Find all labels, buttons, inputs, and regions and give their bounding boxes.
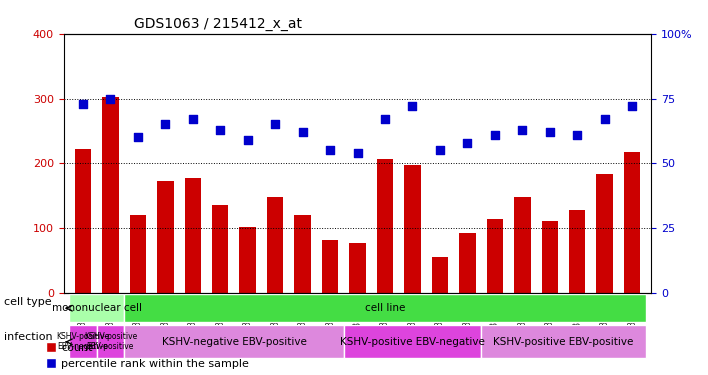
Bar bbox=[322, 240, 338, 293]
Bar bbox=[377, 159, 393, 293]
Point bbox=[571, 132, 583, 138]
Bar bbox=[267, 197, 283, 293]
FancyBboxPatch shape bbox=[69, 326, 97, 358]
Bar bbox=[157, 182, 173, 293]
Point bbox=[242, 137, 253, 143]
Point bbox=[599, 116, 610, 122]
Bar bbox=[432, 257, 448, 293]
Point bbox=[544, 129, 555, 135]
FancyBboxPatch shape bbox=[344, 326, 481, 358]
Point bbox=[517, 127, 528, 133]
Point bbox=[105, 96, 116, 102]
Text: KSHV-positive EBV-positive: KSHV-positive EBV-positive bbox=[493, 337, 634, 347]
Point bbox=[132, 134, 144, 140]
Point bbox=[324, 147, 336, 153]
Point bbox=[627, 103, 638, 109]
Bar bbox=[185, 178, 201, 293]
Point bbox=[215, 127, 226, 133]
FancyBboxPatch shape bbox=[124, 326, 344, 358]
Bar bbox=[75, 149, 91, 293]
Text: cell line: cell line bbox=[365, 303, 405, 313]
Point bbox=[379, 116, 391, 122]
Bar bbox=[569, 210, 586, 293]
Point bbox=[352, 150, 363, 156]
Bar bbox=[486, 219, 503, 293]
Bar bbox=[295, 215, 311, 293]
FancyBboxPatch shape bbox=[97, 326, 124, 358]
FancyBboxPatch shape bbox=[69, 294, 124, 322]
Text: infection: infection bbox=[4, 333, 52, 342]
Text: GDS1063 / 215412_x_at: GDS1063 / 215412_x_at bbox=[135, 17, 302, 32]
Point bbox=[434, 147, 445, 153]
Bar bbox=[514, 197, 530, 293]
Text: mononuclear cell: mononuclear cell bbox=[52, 303, 142, 313]
FancyBboxPatch shape bbox=[481, 326, 646, 358]
Point bbox=[160, 122, 171, 128]
Text: KSHV-negative EBV-positive: KSHV-negative EBV-positive bbox=[161, 337, 307, 347]
Bar bbox=[212, 206, 229, 293]
Text: KSHV-positive
EBV-positive: KSHV-positive EBV-positive bbox=[84, 332, 137, 351]
Legend: count, percentile rank within the sample: count, percentile rank within the sample bbox=[41, 339, 253, 373]
Bar bbox=[404, 165, 421, 293]
Bar bbox=[239, 227, 256, 293]
Point bbox=[489, 132, 501, 138]
Point bbox=[297, 129, 308, 135]
Point bbox=[270, 122, 281, 128]
Text: cell type: cell type bbox=[4, 297, 51, 307]
Text: KSHV-positive
EBV-negative: KSHV-positive EBV-negative bbox=[57, 332, 110, 351]
Bar bbox=[596, 174, 613, 293]
Bar bbox=[459, 232, 476, 293]
Point bbox=[407, 103, 418, 109]
FancyBboxPatch shape bbox=[124, 294, 646, 322]
Bar bbox=[542, 221, 558, 293]
Point bbox=[187, 116, 198, 122]
Text: KSHV-positive EBV-negative: KSHV-positive EBV-negative bbox=[340, 337, 485, 347]
Point bbox=[77, 101, 88, 107]
Bar bbox=[102, 97, 119, 293]
Bar bbox=[349, 243, 366, 293]
Point bbox=[462, 140, 473, 146]
Bar bbox=[130, 215, 146, 293]
Bar bbox=[624, 152, 640, 293]
